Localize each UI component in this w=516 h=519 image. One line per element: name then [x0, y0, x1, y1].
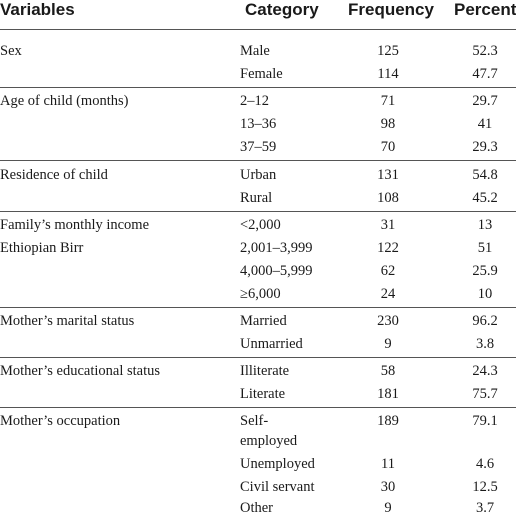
- table-row: Family’s monthly income <2,000 31 13: [0, 214, 516, 236]
- cell-category: 2–12: [240, 93, 269, 109]
- cell-frequency: 11: [381, 456, 395, 472]
- table-row: Other 9 3.7: [0, 497, 516, 519]
- cell-percent: 52.3: [472, 43, 498, 59]
- cell-frequency: 131: [377, 167, 399, 183]
- cell-variable: Residence of child: [0, 167, 108, 183]
- cell-category: Civil servant: [240, 479, 315, 495]
- cell-frequency: 114: [377, 66, 399, 82]
- cell-category: Female: [240, 66, 283, 82]
- table-row: Female 114 47.7: [0, 63, 516, 85]
- cell-frequency: 58: [380, 363, 396, 379]
- group-rule: [0, 211, 516, 212]
- cell-variable: Mother’s marital status: [0, 313, 135, 329]
- header-rule: [0, 29, 516, 30]
- cell-percent: 3.8: [475, 336, 495, 352]
- header-variables: Variables: [0, 0, 75, 19]
- table-header: Variables Category Frequency Percent: [0, 0, 516, 24]
- cell-variable: Ethiopian Birr: [0, 240, 84, 256]
- cell-variable: Age of child (months): [0, 93, 129, 109]
- cell-frequency: 31: [380, 217, 396, 233]
- table-row: Mother’s educational status Illiterate 5…: [0, 360, 516, 382]
- cell-category: Married: [240, 313, 287, 329]
- table-row: Mother’s occupation Self- 189 79.1: [0, 410, 516, 432]
- cell-percent: 13: [477, 217, 493, 233]
- cell-frequency: 9: [384, 500, 392, 516]
- table-row: Unmarried 9 3.8: [0, 333, 516, 355]
- cell-variable: Family’s monthly income: [0, 217, 150, 233]
- cell-category: 2,001–3,999: [240, 240, 313, 256]
- cell-category: Unemployed: [240, 456, 315, 472]
- cell-category: Unmarried: [240, 336, 303, 352]
- cell-percent: 41: [477, 116, 493, 132]
- cell-category: 4,000–5,999: [240, 263, 313, 279]
- cell-frequency: 98: [380, 116, 396, 132]
- cell-variable: Mother’s educational status: [0, 363, 161, 379]
- table-row: 4,000–5,999 62 25.9: [0, 260, 516, 282]
- cell-percent: 45.2: [472, 190, 498, 206]
- group-rule: [0, 87, 516, 88]
- header-frequency: Frequency: [348, 0, 434, 19]
- table-row: 13–36 98 41: [0, 113, 516, 135]
- table-row: Rural 108 45.2: [0, 187, 516, 209]
- table-row: ≥6,000 24 10: [0, 283, 516, 305]
- cell-frequency: 108: [377, 190, 399, 206]
- cell-category: Illiterate: [240, 363, 290, 379]
- group-rule: [0, 407, 516, 408]
- cell-category: Rural: [240, 190, 273, 206]
- cell-percent: 96.2: [472, 313, 498, 329]
- table-row: Mother’s marital status Married 230 96.2: [0, 310, 516, 332]
- cell-percent: 4.6: [475, 456, 495, 472]
- table-row: Literate 181 75.7: [0, 383, 516, 405]
- cell-category: Literate: [240, 386, 286, 402]
- table-row: Sex Male 125 52.3: [0, 40, 516, 62]
- cell-frequency: 30: [380, 479, 396, 495]
- cell-category: ≥6,000: [240, 286, 281, 302]
- table-row: Civil servant 30 12.5: [0, 476, 516, 498]
- cell-frequency: 230: [377, 313, 399, 329]
- table-row: Ethiopian Birr 2,001–3,999 122 51: [0, 237, 516, 259]
- cell-category: 13–36: [240, 116, 277, 132]
- cell-frequency: 9: [384, 336, 392, 352]
- cell-percent: 25.9: [472, 263, 498, 279]
- cell-percent: 54.8: [472, 167, 498, 183]
- cell-frequency: 71: [380, 93, 396, 109]
- group-rule: [0, 307, 516, 308]
- header-category: Category: [245, 0, 319, 19]
- cell-category: Other: [240, 500, 274, 516]
- table-row: Unemployed 11 4.6: [0, 453, 516, 475]
- cell-category: Male: [240, 43, 270, 59]
- cell-percent: 3.7: [475, 500, 495, 516]
- cell-category: <2,000: [240, 217, 281, 233]
- cell-percent: 51: [477, 240, 493, 256]
- cell-percent: 47.7: [472, 66, 498, 82]
- cell-percent: 12.5: [472, 479, 498, 495]
- cell-variable: Mother’s occupation: [0, 413, 121, 429]
- cell-category: Self-: [240, 413, 269, 429]
- header-percent: Percent: [454, 0, 516, 19]
- cell-percent: 29.7: [472, 93, 498, 109]
- group-rule: [0, 160, 516, 161]
- cell-frequency: 70: [380, 139, 396, 155]
- cell-variable: Sex: [0, 43, 22, 59]
- cell-percent: 75.7: [472, 386, 498, 402]
- cell-frequency: 62: [380, 263, 396, 279]
- cell-frequency: 181: [377, 386, 399, 402]
- cell-category: Urban: [240, 167, 277, 183]
- cell-percent: 29.3: [472, 139, 498, 155]
- cell-percent: 24.3: [472, 363, 498, 379]
- cell-percent: 79.1: [472, 413, 498, 429]
- cell-frequency: 189: [377, 413, 399, 429]
- cell-category: employed: [240, 433, 298, 449]
- cell-category: 37–59: [240, 139, 277, 155]
- cell-frequency: 24: [380, 286, 396, 302]
- cell-frequency: 125: [377, 43, 399, 59]
- group-rule: [0, 357, 516, 358]
- cell-frequency: 122: [377, 240, 399, 256]
- table-row: employed: [0, 430, 516, 452]
- table-row: 37–59 70 29.3: [0, 136, 516, 158]
- cell-percent: 10: [477, 286, 493, 302]
- table-row: Residence of child Urban 131 54.8: [0, 164, 516, 186]
- table-row: Age of child (months) 2–12 71 29.7: [0, 90, 516, 112]
